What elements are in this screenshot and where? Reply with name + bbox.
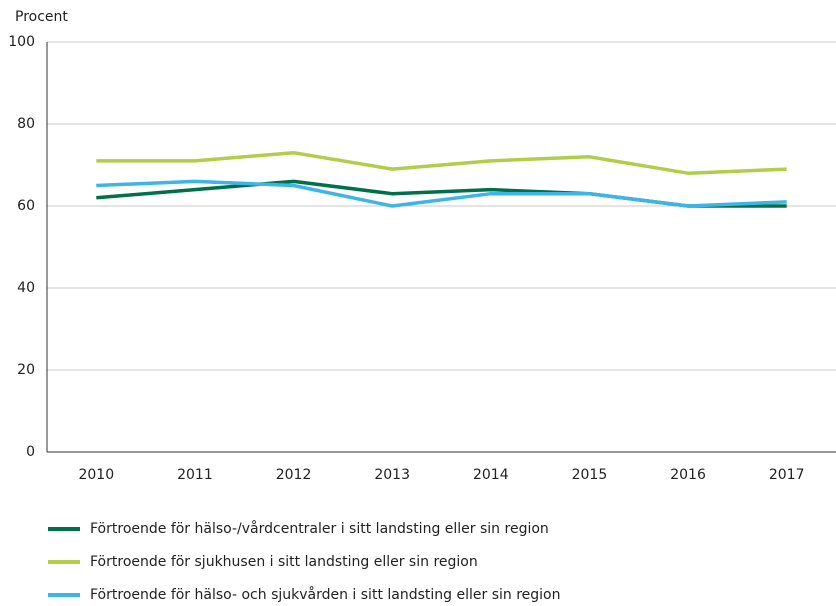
x-tick-label: 2017 (769, 467, 805, 483)
x-tick-label: 2016 (670, 467, 706, 483)
x-tick-label: 2015 (572, 467, 608, 483)
y-tick-label: 20 (17, 362, 35, 378)
legend-label: Förtroende för hälso-/vårdcentraler i si… (90, 520, 549, 537)
legend-label: Förtroende för sjukhusen i sitt landstin… (90, 554, 478, 570)
y-tick-label: 60 (17, 198, 35, 214)
x-tick-label: 2010 (78, 467, 114, 483)
x-tick-label: 2014 (473, 467, 509, 483)
y-axis-label: Procent (15, 9, 68, 25)
y-tick-label: 0 (26, 444, 35, 460)
x-tick-label: 2011 (177, 467, 213, 483)
x-tick-label: 2012 (276, 467, 312, 483)
y-tick-label: 100 (8, 34, 35, 50)
x-tick-label: 2013 (374, 467, 410, 483)
series-line (96, 179, 787, 208)
legend-label: Förtroende för hälso- och sjukvården i s… (90, 586, 560, 603)
y-tick-label: 40 (17, 280, 35, 296)
y-tick-label: 80 (17, 116, 35, 132)
series-line (96, 179, 787, 208)
series-line (96, 150, 787, 175)
